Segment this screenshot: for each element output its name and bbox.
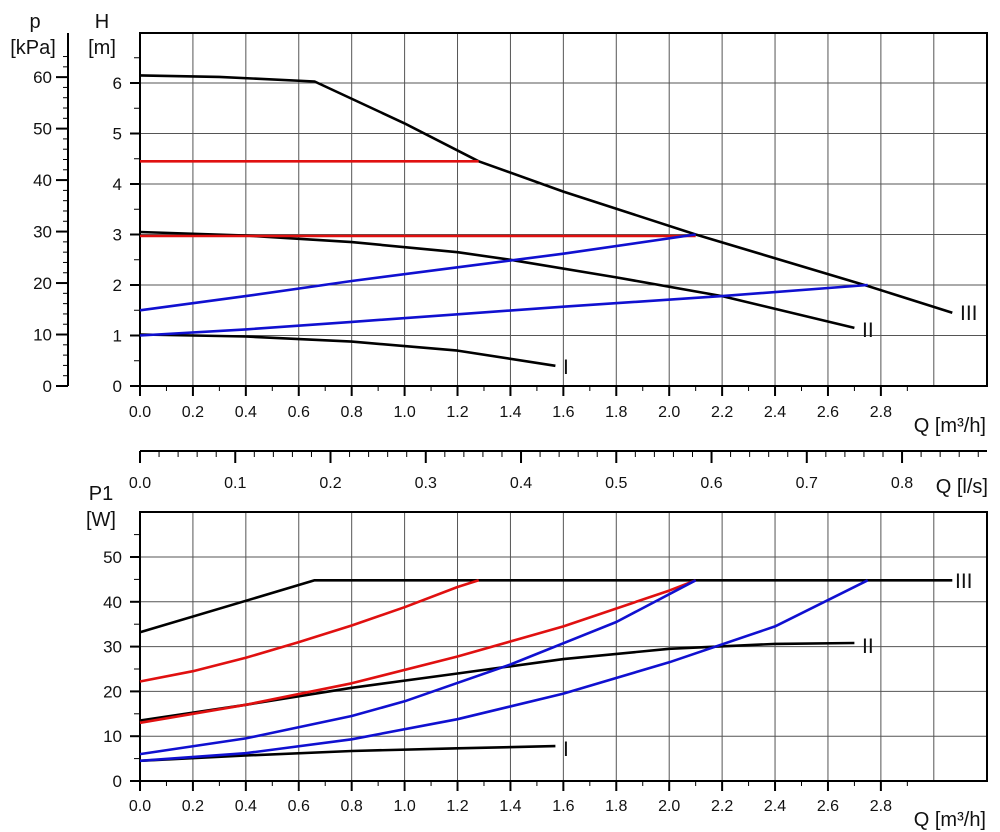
h-tick-label: 6 xyxy=(113,74,122,93)
ls-tick-label: 0.0 xyxy=(129,475,151,492)
p1-axis-unit: [W] xyxy=(86,509,116,531)
p-tick-label: 30 xyxy=(33,223,52,242)
x-tick-label: 0.2 xyxy=(182,404,204,421)
h-axis-unit: [m] xyxy=(88,37,116,59)
x-tick-label: 2.2 xyxy=(711,404,733,421)
curve-label-top-II: II xyxy=(862,319,874,342)
power-curve-III xyxy=(139,579,953,634)
x-tick-label: 0.8 xyxy=(341,404,363,421)
head-curve-II xyxy=(139,230,855,330)
top-x-axis-title: Q [m³/h] xyxy=(914,415,986,437)
h-tick-label: 0 xyxy=(113,377,122,396)
curve-label-bottom-I: I xyxy=(563,738,569,761)
x-tick-label: 1.4 xyxy=(499,798,521,815)
power-curve-proportional-pressure-high xyxy=(139,579,697,756)
curve-label-bottom-III: III xyxy=(955,570,973,593)
head-grid xyxy=(139,32,988,387)
curve-label-top-I: I xyxy=(563,356,569,379)
x-tick-label: 0.6 xyxy=(288,404,310,421)
x-tick-label: 2.0 xyxy=(658,798,680,815)
head-curve-proportional-pressure-low xyxy=(139,283,868,337)
power-curve-constant-pressure-low xyxy=(139,579,697,725)
labels: p [kPa] H [m] Q [m³/h] Q [l/s] P1 [W] Q … xyxy=(10,11,988,831)
x-tick-label: 1.2 xyxy=(446,798,468,815)
x-tick-label: 2.6 xyxy=(817,798,839,815)
x-tick-label: 0.0 xyxy=(129,798,151,815)
bottom-x-axis-title: Q [m³/h] xyxy=(914,809,986,831)
x-tick-label: 1.4 xyxy=(499,404,521,421)
curves xyxy=(139,74,953,763)
x-tick-label: 0.2 xyxy=(182,798,204,815)
p-tick-label: 20 xyxy=(33,274,52,293)
x-tick-label: 2.6 xyxy=(817,404,839,421)
p1-tick-label: 20 xyxy=(103,682,122,701)
ls-tick-label: 0.7 xyxy=(796,475,818,492)
x-tick-label: 1.6 xyxy=(552,798,574,815)
ls-tick-label: 0.5 xyxy=(605,475,627,492)
axes: 0.0 0.2 0.4 0.6 0.8 1.0 1.2 1.4 1.6 1.8 2.0 2.2 2.4 2… xyxy=(33,33,987,815)
p-axis-unit: [kPa] xyxy=(10,37,56,59)
power-curve-I xyxy=(139,744,556,763)
x-tick-label: 2.2 xyxy=(711,798,733,815)
h-axis-title: H xyxy=(95,11,109,33)
x-tick-label: 1.0 xyxy=(393,404,415,421)
x-tick-label: 0.4 xyxy=(235,404,257,421)
p1-tick-label: 30 xyxy=(103,638,122,657)
power-curve-constant-pressure-high xyxy=(139,579,480,683)
ls-tick-label: 0.6 xyxy=(700,475,722,492)
h-tick-label: 1 xyxy=(113,327,122,346)
p1-tick-label: 0 xyxy=(113,772,122,791)
x-tick-label: 2.4 xyxy=(764,404,786,421)
head-curve-proportional-pressure-high xyxy=(139,233,696,312)
x-tick-label: 1.2 xyxy=(446,404,468,421)
p-axis-title: p xyxy=(29,11,40,33)
x-tick-label: 0.6 xyxy=(288,798,310,815)
head-curve-I xyxy=(139,333,556,368)
p-tick-label: 50 xyxy=(33,120,52,139)
x-tick-label: 2.4 xyxy=(764,798,786,815)
p1-axis-title: P1 xyxy=(89,483,113,505)
curve-label-top-III: III xyxy=(960,302,978,325)
p-tick-label: 60 xyxy=(33,68,52,87)
curve-label-bottom-II: II xyxy=(862,635,874,658)
x-tick-label: 1.8 xyxy=(605,798,627,815)
x-tick-label: 0.8 xyxy=(341,798,363,815)
x-tick-label: 2.0 xyxy=(658,404,680,421)
ls-tick-label: 0.3 xyxy=(415,475,437,492)
p1-tick-label: 40 xyxy=(103,593,122,612)
p1-tick-label: 10 xyxy=(103,727,122,746)
h-tick-label: 4 xyxy=(113,175,122,194)
x-tick-label: 0.0 xyxy=(129,404,151,421)
ls-tick-label: 0.8 xyxy=(891,475,913,492)
power-grid xyxy=(139,511,988,782)
x-tick-label: 2.8 xyxy=(870,404,892,421)
h-tick-label: 3 xyxy=(113,226,122,245)
h-tick-label: 5 xyxy=(113,125,122,144)
ls-tick-label: 0.4 xyxy=(510,475,532,492)
head-curve-III xyxy=(139,74,953,315)
ls-tick-label: 0.2 xyxy=(319,475,341,492)
x-tick-label: 1.6 xyxy=(552,404,574,421)
ls-tick-label: 0.1 xyxy=(224,475,246,492)
power-curve-proportional-pressure-low xyxy=(139,579,869,763)
ls-axis-title: Q [l/s] xyxy=(936,476,988,498)
p-tick-label: 10 xyxy=(33,326,52,345)
p-tick-label: 0 xyxy=(43,377,52,396)
x-tick-label: 0.4 xyxy=(235,798,257,815)
x-tick-label: 2.8 xyxy=(870,798,892,815)
x-tick-label: 1.0 xyxy=(393,798,415,815)
x-tick-label: 1.8 xyxy=(605,404,627,421)
h-tick-label: 2 xyxy=(113,276,122,295)
p-tick-label: 40 xyxy=(33,171,52,190)
p1-tick-label: 50 xyxy=(103,548,122,567)
